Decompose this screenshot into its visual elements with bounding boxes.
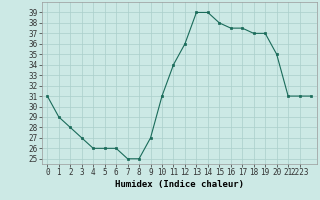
X-axis label: Humidex (Indice chaleur): Humidex (Indice chaleur) [115, 180, 244, 189]
